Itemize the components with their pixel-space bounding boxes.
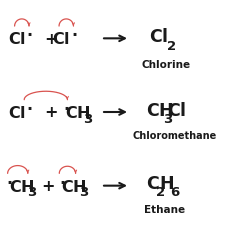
Text: $\bf{C}$: $\bf{C}$ — [146, 175, 159, 193]
Text: $\bf{CH}$: $\bf{CH}$ — [9, 178, 34, 194]
Text: $\bf{Cl}$: $\bf{Cl}$ — [8, 105, 26, 120]
Text: $\bf{\cdot}$: $\bf{\cdot}$ — [63, 99, 69, 114]
Text: $\bf{3}$: $\bf{3}$ — [79, 186, 90, 198]
Text: Chloromethane: Chloromethane — [132, 131, 217, 141]
Text: $\bf{CH}$: $\bf{CH}$ — [61, 178, 87, 194]
Text: $\bf{+}$: $\bf{+}$ — [44, 32, 58, 47]
Text: $\bf{3}$: $\bf{3}$ — [163, 112, 173, 125]
Text: $\bf{2}$: $\bf{2}$ — [166, 39, 176, 52]
Text: $\bf{Cl}$: $\bf{Cl}$ — [167, 101, 186, 119]
Text: $\bf{3}$: $\bf{3}$ — [83, 112, 93, 125]
Text: $\bf{Cl}$: $\bf{Cl}$ — [52, 31, 70, 47]
Text: $\bf{\cdot}$: $\bf{\cdot}$ — [59, 173, 65, 188]
Text: $\bf{\cdot}$: $\bf{\cdot}$ — [26, 99, 33, 114]
Text: $\bf{CH}$: $\bf{CH}$ — [146, 101, 173, 119]
Text: $\bf{Cl}$: $\bf{Cl}$ — [149, 28, 168, 46]
Text: $\bf{Cl}$: $\bf{Cl}$ — [8, 31, 26, 47]
Text: $\bf{\cdot}$: $\bf{\cdot}$ — [26, 26, 33, 41]
Text: $\bf{\cdot}$: $\bf{\cdot}$ — [70, 26, 77, 41]
Text: $\bf{+}$: $\bf{+}$ — [44, 105, 58, 120]
Text: $\bf{CH}$: $\bf{CH}$ — [65, 105, 91, 120]
Text: $\bf{6}$: $\bf{6}$ — [170, 186, 180, 198]
Text: Chlorine: Chlorine — [141, 60, 191, 70]
Text: $\bf{2}$: $\bf{2}$ — [155, 186, 165, 198]
Text: $\bf{\cdot}$: $\bf{\cdot}$ — [6, 173, 13, 188]
Text: $\bf{3}$: $\bf{3}$ — [27, 186, 37, 198]
Text: $\bf{+}$: $\bf{+}$ — [41, 178, 55, 193]
Text: $\bf{H}$: $\bf{H}$ — [159, 175, 174, 193]
Text: Ethane: Ethane — [144, 204, 185, 214]
